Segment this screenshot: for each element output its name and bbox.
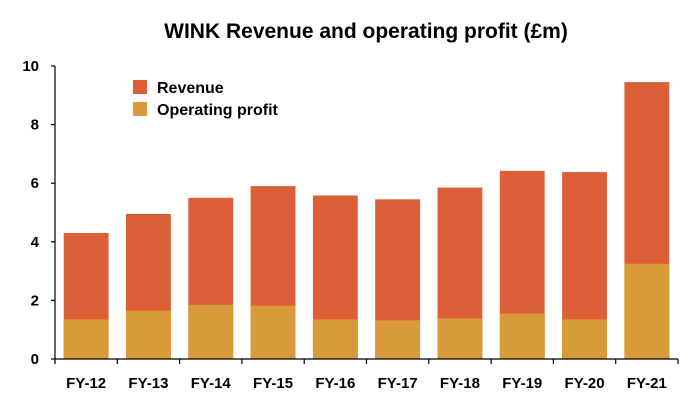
operating-profit-bar-fy-20	[562, 319, 607, 359]
operating-profit-bar-fy-17	[375, 320, 421, 359]
operating-profit-bar-fy-14	[188, 304, 234, 359]
legend: Revenue Operating profit	[133, 80, 279, 119]
operating-profit-bar-fy-13	[126, 310, 171, 359]
x-tick-label: FY-12	[66, 375, 106, 392]
y-tick-label: 0	[31, 351, 39, 368]
legend-label-revenue: Revenue	[157, 80, 224, 97]
bars-layer	[63, 82, 670, 360]
legend-swatch-operating-profit	[133, 102, 147, 116]
operating-profit-bar-fy-21	[624, 263, 670, 359]
operating-profit-bar-fy-18	[437, 318, 483, 359]
y-tick-label: 2	[31, 292, 39, 309]
x-tick-label: FY-13	[128, 375, 168, 392]
x-tick-label: FY-16	[315, 375, 355, 392]
legend-label-operating-profit: Operating profit	[157, 102, 279, 119]
operating-profit-bar-fy-16	[312, 319, 358, 359]
x-tick-label: FY-21	[627, 375, 667, 392]
operating-profit-bar-fy-15	[250, 305, 296, 359]
y-tick-label: 4	[31, 234, 40, 251]
x-tick-label: FY-15	[253, 375, 293, 392]
y-tick-label: 10	[22, 58, 39, 75]
x-tick-label: FY-20	[565, 375, 605, 392]
operating-profit-bar-fy-12	[63, 319, 109, 359]
x-tick-label: FY-17	[378, 375, 418, 392]
x-tick-label: FY-19	[502, 375, 542, 392]
axes-layer: 0 2 4 6 8 10 FY-12 FY-13 FY-14 FY-15 FY-16 FY-17 FY-…	[22, 58, 679, 392]
chart-title: WINK Revenue and operating profit (£m)	[164, 20, 568, 43]
legend-swatch-revenue	[133, 80, 147, 94]
x-tick-label: FY-14	[191, 375, 232, 392]
y-tick-label: 6	[31, 175, 39, 192]
x-tick-label: FY-18	[440, 375, 480, 392]
operating-profit-bar-fy-19	[499, 313, 545, 359]
y-tick-label: 8	[31, 117, 39, 134]
